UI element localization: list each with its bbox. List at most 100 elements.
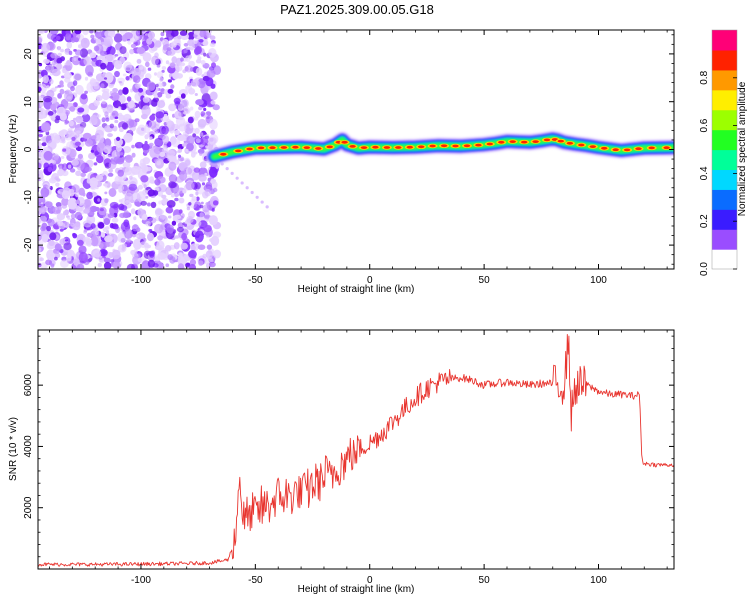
noise-speckle — [69, 143, 75, 149]
noise-speckle — [164, 113, 168, 117]
noise-speckle — [250, 190, 254, 195]
noise-speckle — [168, 161, 177, 171]
noise-speckle — [90, 114, 98, 124]
noise-speckle — [127, 39, 132, 45]
noise-speckle — [172, 70, 180, 80]
noise-speckle — [205, 202, 211, 206]
noise-speckle — [62, 210, 68, 216]
noise-speckle — [84, 90, 88, 95]
noise-speckle — [130, 88, 134, 93]
noise-speckle — [170, 136, 177, 145]
noise-speckle — [154, 131, 159, 134]
noise-speckle — [73, 57, 77, 61]
noise-speckle — [41, 209, 46, 214]
ridge-hotspot-core — [486, 142, 493, 146]
noise-speckle — [133, 216, 137, 221]
colorbar-frame — [711, 29, 738, 270]
noise-speckle — [75, 200, 80, 204]
noise-speckle — [95, 38, 102, 46]
noise-speckle — [38, 94, 40, 100]
noise-speckle — [189, 47, 194, 51]
noise-speckle — [52, 206, 60, 215]
noise-speckle — [199, 30, 207, 38]
noise-speckle — [72, 80, 78, 86]
noise-speckle — [101, 173, 105, 176]
noise-speckle — [109, 115, 114, 121]
noise-speckle — [124, 228, 133, 239]
noise-speckle — [178, 89, 189, 97]
noise-speckle — [140, 200, 147, 206]
noise-speckle — [96, 155, 104, 164]
noise-speckle — [70, 37, 76, 43]
noise-speckle — [130, 43, 136, 49]
noise-speckle — [186, 216, 194, 224]
noise-speckle — [65, 33, 71, 41]
noise-speckle — [75, 170, 82, 177]
noise-speckle — [189, 264, 196, 269]
noise-speckle — [146, 81, 156, 91]
noise-speckle — [90, 34, 95, 39]
noise-speckle — [185, 148, 189, 153]
noise-speckle — [201, 182, 206, 186]
noise-speckle — [167, 79, 172, 83]
colorbar-swatch — [712, 209, 737, 230]
noise-speckle — [165, 206, 174, 214]
ridge-hotspot-core — [383, 146, 391, 149]
noise-speckle — [117, 232, 127, 243]
snr-ylabel: SNR (10 * v/v) — [8, 417, 19, 481]
noise-speckle — [167, 254, 173, 261]
noise-speckle — [199, 204, 204, 209]
noise-speckle — [209, 137, 214, 142]
noise-speckle — [57, 169, 65, 177]
noise-speckle — [112, 262, 122, 269]
noise-speckle — [148, 229, 153, 232]
noise-speckle — [39, 257, 44, 262]
noise-speckle — [122, 146, 132, 153]
noise-speckle — [53, 134, 61, 144]
noise-speckle — [118, 95, 126, 104]
noise-speckle — [47, 140, 57, 150]
noise-speckle — [207, 177, 211, 182]
noise-speckle — [225, 167, 229, 171]
noise-speckle — [121, 243, 128, 249]
noise-speckle — [47, 218, 55, 227]
noise-speckle — [230, 171, 234, 175]
noise-speckle — [185, 262, 191, 268]
noise-speckle — [64, 90, 73, 102]
noise-speckle — [194, 201, 202, 211]
x-tick-label: -100 — [131, 575, 151, 586]
colorbar-swatch — [712, 89, 737, 111]
noise-speckle — [188, 250, 197, 259]
noise-speckle — [105, 117, 110, 122]
noise-speckle — [104, 30, 112, 38]
noise-speckle — [101, 90, 110, 101]
noise-speckle — [71, 136, 76, 141]
noise-speckle — [154, 40, 162, 48]
signal-ridge — [206, 131, 674, 165]
noise-speckle — [162, 135, 170, 144]
noise-speckle — [167, 88, 174, 94]
noise-speckle — [114, 119, 119, 124]
noise-speckle — [38, 247, 42, 253]
noise-speckle — [131, 144, 135, 149]
noise-speckle — [38, 225, 39, 228]
noise-speckle — [42, 75, 49, 84]
noise-speckle — [82, 132, 92, 139]
noise-speckle — [189, 259, 197, 266]
noise-speckle — [265, 205, 269, 209]
noise-speckle — [168, 174, 178, 183]
noise-speckle — [201, 74, 205, 78]
noise-speckle — [210, 178, 216, 185]
noise-speckle — [118, 114, 125, 121]
noise-speckle — [38, 36, 43, 44]
noise-speckle — [141, 213, 148, 221]
ridge-hotspot-core — [440, 144, 448, 148]
noise-speckle — [51, 68, 61, 77]
noise-speckle — [180, 157, 184, 162]
noise-speckle — [38, 170, 43, 176]
noise-speckle — [90, 149, 95, 153]
noise-speckle — [58, 222, 66, 230]
noise-speckle — [67, 217, 71, 220]
noise-speckle — [95, 30, 103, 39]
noise-speckle — [178, 252, 184, 257]
